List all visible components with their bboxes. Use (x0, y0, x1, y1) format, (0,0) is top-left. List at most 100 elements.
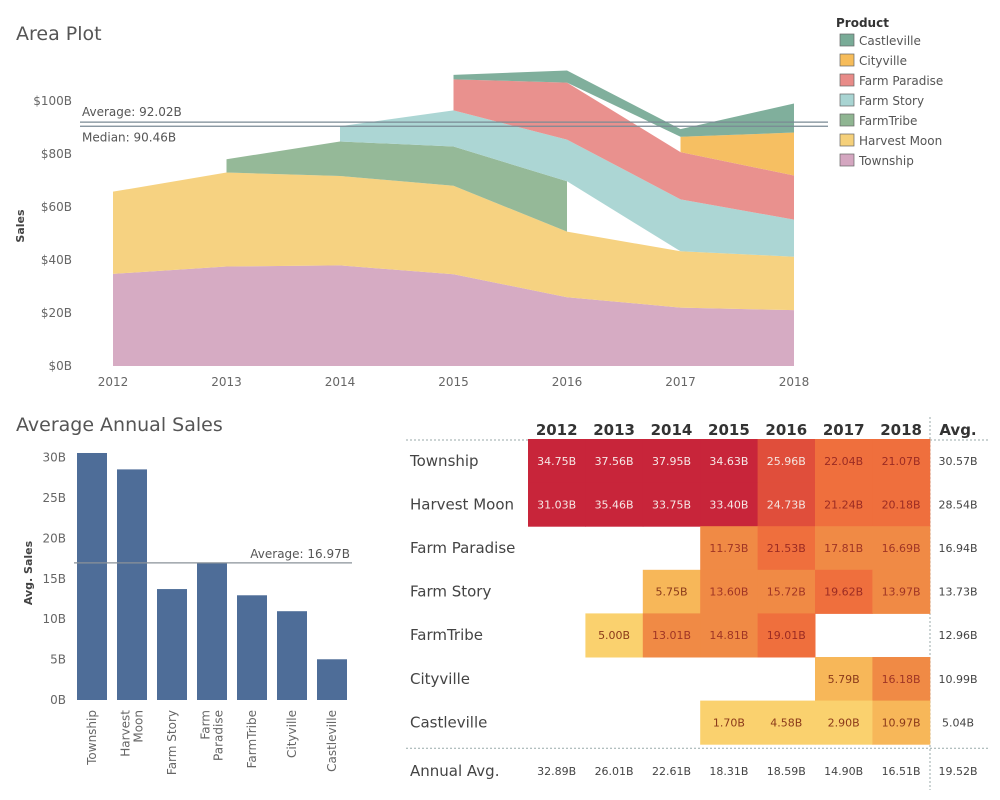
heatmap-cell-value: 21.53B (767, 542, 806, 555)
heatmap-cell-value: 35.46B (595, 498, 634, 511)
area-y-tick-label: $100B (33, 94, 72, 108)
heatmap-column-header: 2015 (708, 421, 750, 439)
heatmap-cell-value: 13.60B (709, 586, 748, 599)
heatmap-column-header: 2017 (823, 421, 865, 439)
heatmap-row-avg: 10.99B (938, 673, 977, 686)
legend-item-castleville[interactable]: Castleville (839, 33, 921, 48)
heatmap-cell-value: 16.18B (882, 673, 921, 686)
legend-swatch (839, 153, 855, 167)
heatmap-table: 2012 2013 2014 2015 2016 2017 2018 Avg. Township… (406, 417, 988, 790)
heatmap-row-label-cityville: Cityville (410, 670, 470, 688)
heatmap-cell (642, 482, 701, 527)
heatmap-cell (585, 439, 644, 484)
heatmap-cell-value: 10.97B (882, 716, 921, 729)
bar-x-label-line: Cityville (285, 710, 299, 758)
legend-title: Product (836, 16, 889, 30)
heatmap-annual-avg-value: 18.31B (709, 765, 748, 778)
heatmap-cell-value: 1.70B (713, 716, 745, 729)
heatmap-cell (528, 482, 586, 527)
heatmap-cell (815, 569, 873, 614)
heatmap-cell-value: 34.75B (537, 455, 576, 468)
heatmap-cell (872, 700, 931, 745)
heatmap-row-avg: 13.73B (938, 586, 977, 599)
heatmap-cell (642, 439, 701, 484)
heatmap-cell (757, 439, 816, 484)
heatmap-cell-value: 21.24B (824, 498, 863, 511)
heatmap-cell-value: 16.69B (882, 542, 921, 555)
legend-swatch (839, 133, 855, 147)
legend-label: Township (858, 154, 914, 168)
legend-item-farm-story[interactable]: Farm Story (839, 93, 924, 108)
legend-item-farm-paradise[interactable]: Farm Paradise (839, 73, 943, 88)
legend-label: FarmTribe (859, 114, 917, 128)
area-series-harvest-moon (113, 172, 794, 311)
heatmap-cell-value: 5.00B (598, 629, 630, 642)
area-x-tick-label: 2017 (665, 375, 696, 389)
heatmap-cell (700, 700, 759, 745)
legend-item-harvest-moon[interactable]: Harvest Moon (839, 133, 942, 148)
bar-x-label-line: Harvest (119, 710, 133, 757)
heatmap-cell-value: 13.01B (652, 629, 691, 642)
heatmap-annual-avg-value: 26.01B (595, 765, 634, 778)
heatmap-cell-value: 20.18B (882, 498, 921, 511)
bar-farm-story[interactable] (157, 589, 187, 700)
heatmap-column-header: 2018 (880, 421, 922, 439)
heatmap-cell (757, 613, 816, 658)
bar-harvest-moon[interactable] (117, 469, 147, 700)
heatmap-cell (872, 657, 931, 702)
heatmap-annual-avg-value: 22.61B (652, 765, 691, 778)
area-series-castleville (453, 70, 794, 137)
bar-y-tick-label: 10B (42, 612, 66, 626)
bar-y-tick-label: 5B (50, 653, 66, 667)
heatmap-row-avg: 16.94B (938, 542, 977, 555)
bar-x-label: Township (85, 710, 99, 766)
bar-farm-paradise[interactable] (197, 563, 227, 700)
average-label: Average: 92.02B (82, 105, 182, 119)
heatmap-cell-value: 21.07B (882, 455, 921, 468)
bar-plot: Average Annual Sales Avg. Sales 0B 5B 10B 1… (16, 414, 352, 775)
heatmap-cell (585, 482, 644, 527)
bar-cityville[interactable] (277, 611, 307, 700)
legend-label: Farm Story (859, 94, 924, 108)
heatmap-cell (815, 482, 873, 527)
heatmap-row-avg: 12.96B (938, 629, 977, 642)
bar-x-label-line: Castleville (325, 710, 339, 772)
bar-x-label-line: Farm Story (165, 710, 179, 775)
bar-castleville[interactable] (317, 659, 347, 700)
bar-farmtribe[interactable] (237, 595, 267, 700)
heatmap-cell (757, 700, 816, 745)
heatmap-cell-value: 4.58B (770, 716, 802, 729)
legend-item-township[interactable]: Township (839, 153, 914, 168)
heatmap-cell-value: 5.79B (828, 673, 860, 686)
heatmap-cell (642, 569, 701, 614)
heatmap-cell (700, 569, 759, 614)
heatmap-cell (700, 526, 759, 571)
heatmap-cell (700, 439, 759, 484)
legend-label: Cityville (859, 54, 907, 68)
heatmap-cell (872, 526, 931, 571)
area-x-tick-label: 2018 (779, 375, 810, 389)
heatmap-cell-value: 19.01B (767, 629, 806, 642)
legend-swatch (839, 73, 855, 87)
bar-y-tick-label: 0B (50, 693, 66, 707)
heatmap-cell (872, 569, 931, 614)
heatmap-cell (642, 613, 701, 658)
heatmap-row-avg: 28.54B (938, 498, 977, 511)
heatmap-overall-avg: 19.52B (938, 765, 977, 778)
heatmap-row-label-harvest-moon: Harvest Moon (410, 495, 514, 513)
heatmap-cell (528, 439, 586, 484)
area-y-tick-label: $20B (41, 306, 72, 320)
bar-y-tick-label: 25B (42, 491, 66, 505)
bar-x-label-line: Farm (199, 710, 213, 740)
heatmap-column-header: 2012 (536, 421, 578, 439)
heatmap-cell (815, 700, 873, 745)
area-series-farmtribe (226, 141, 567, 232)
legend: Castleville Cityville Farm Paradise Farm St… (839, 33, 943, 168)
area-x-tick-label: 2015 (438, 375, 469, 389)
bar-township[interactable] (77, 452, 107, 700)
heatmap-cell-value: 34.63B (709, 455, 748, 468)
heatmap-cell (700, 482, 759, 527)
legend-item-cityville[interactable]: Cityville (839, 53, 907, 68)
legend-item-farmtribe[interactable]: FarmTribe (839, 113, 917, 128)
area-series-township (113, 265, 794, 366)
